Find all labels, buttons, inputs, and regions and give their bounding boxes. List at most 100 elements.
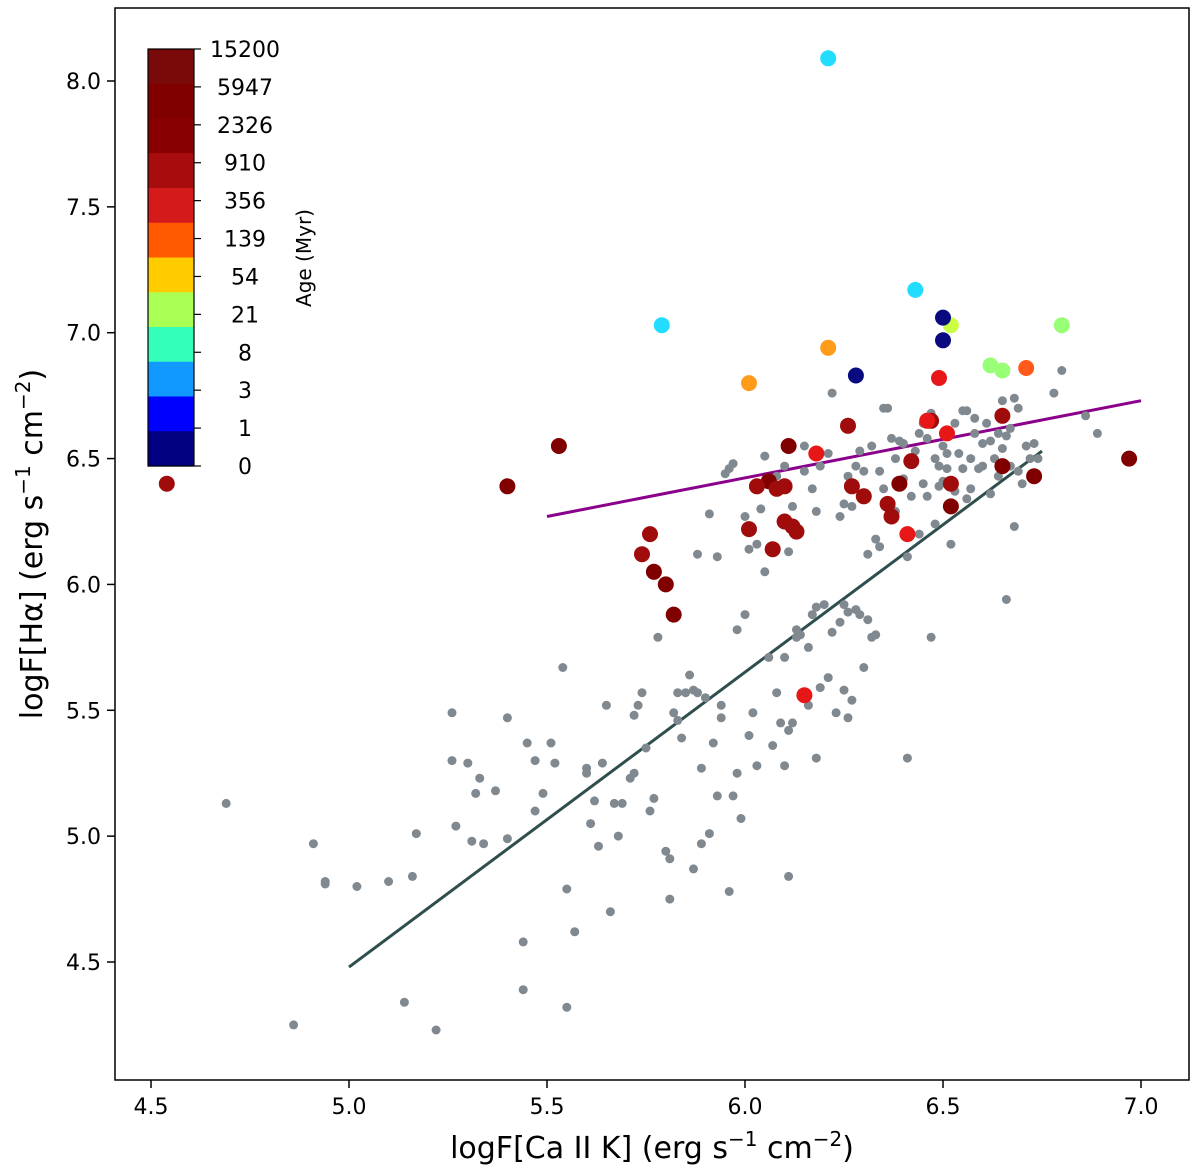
grey-point: [518, 985, 528, 995]
grey-point: [562, 884, 572, 894]
grey-point: [922, 491, 932, 501]
grey-point: [629, 768, 639, 778]
age-point: [788, 523, 805, 540]
grey-point: [859, 663, 869, 672]
grey-point: [863, 549, 873, 559]
grey-point: [479, 839, 489, 849]
grey-point: [681, 688, 691, 698]
colorbar-segment: [148, 83, 194, 120]
x-tick-label: 4.5: [134, 1095, 169, 1120]
grey-point: [502, 713, 512, 723]
age-point: [780, 438, 797, 454]
grey-point: [942, 464, 952, 474]
y-tick-label: 4.5: [66, 951, 101, 976]
age-point: [1121, 450, 1138, 467]
grey-point: [502, 834, 512, 844]
age-point: [808, 445, 825, 462]
colorbar-segment: [148, 292, 194, 328]
grey-point: [938, 441, 948, 451]
grey-point: [922, 433, 932, 443]
grey-point: [1017, 479, 1027, 489]
grey-point: [780, 461, 790, 471]
y-tick-label: 7.5: [66, 196, 101, 221]
grey-point: [704, 829, 714, 839]
y-tick-label: 5.5: [66, 699, 101, 724]
grey-point: [986, 489, 995, 499]
grey-point: [776, 718, 786, 728]
grey-point: [760, 451, 770, 461]
grey-point: [1033, 454, 1043, 464]
colorbar-label: 910: [224, 152, 266, 177]
grey-point: [590, 796, 599, 806]
age-point: [764, 541, 781, 558]
grey-point: [546, 738, 556, 748]
grey-point: [716, 713, 726, 723]
grey-point: [914, 529, 924, 539]
age-point: [653, 317, 670, 334]
grey-point: [898, 439, 908, 448]
grey-point: [736, 814, 746, 823]
age-point: [899, 526, 916, 543]
age-point: [855, 488, 872, 505]
grey-point: [570, 927, 580, 937]
grey-point: [946, 539, 956, 549]
grey-point: [835, 512, 845, 521]
grey-point: [906, 491, 916, 501]
grey-point: [558, 663, 568, 672]
grey-point: [1057, 366, 1067, 375]
y-axis: 4.5 5.0 5.5 6.0 6.5 7.0 7.5 8.0: [66, 70, 115, 976]
y-tick-label: 8.0: [66, 70, 101, 95]
grey-point: [447, 708, 457, 718]
grey-point: [617, 798, 627, 808]
age-point: [741, 521, 757, 538]
grey-point: [289, 1020, 299, 1030]
age-point: [820, 339, 837, 356]
age-point: [883, 508, 900, 525]
y-tick-label: 6.0: [66, 573, 101, 598]
fit-line-all-stars: [348, 449, 1043, 969]
grey-point: [807, 484, 817, 494]
grey-point: [605, 907, 615, 917]
colorbar: 15200 5947 2326 910 356 139 54 21 8 3 1 0 Age (Myr): [147, 38, 316, 480]
grey-point: [708, 738, 718, 748]
age-point: [843, 478, 860, 495]
grey-point: [768, 741, 778, 750]
grey-point: [803, 700, 813, 710]
grey-point: [700, 693, 710, 703]
grey-point: [843, 607, 853, 617]
grey-point: [728, 791, 738, 801]
x-tick-label: 6.0: [728, 1095, 763, 1120]
grey-point: [970, 413, 980, 423]
grey-point: [788, 718, 797, 728]
grey-point: [740, 610, 750, 620]
y-tick-label: 5.0: [66, 825, 101, 850]
grey-point: [795, 630, 805, 640]
age-point: [879, 495, 896, 512]
grey-point: [780, 761, 790, 771]
grey-point: [1005, 423, 1015, 433]
grey-point: [716, 700, 726, 710]
grey-points: [221, 366, 1102, 1035]
grey-point: [1001, 431, 1011, 441]
grey-point: [601, 700, 611, 710]
grey-point: [673, 715, 683, 725]
age-point: [642, 526, 658, 543]
grey-point: [819, 600, 829, 610]
grey-point: [958, 464, 968, 474]
grey-point: [891, 454, 900, 464]
grey-point: [732, 768, 742, 778]
x-axis: 4.5 5.0 5.5 6.0 6.5 7.0: [134, 1080, 1159, 1120]
colorbar-frame: [147, 48, 195, 467]
age-point: [994, 362, 1011, 379]
grey-point: [665, 894, 675, 904]
grey-point: [649, 793, 659, 803]
age-point: [499, 478, 516, 495]
grey-point: [879, 484, 889, 494]
colorbar-label: 2326: [217, 114, 273, 139]
age-point: [550, 438, 567, 454]
grey-point: [693, 549, 702, 559]
grey-point: [982, 418, 992, 428]
age-point: [903, 453, 920, 470]
grey-point: [839, 499, 849, 509]
